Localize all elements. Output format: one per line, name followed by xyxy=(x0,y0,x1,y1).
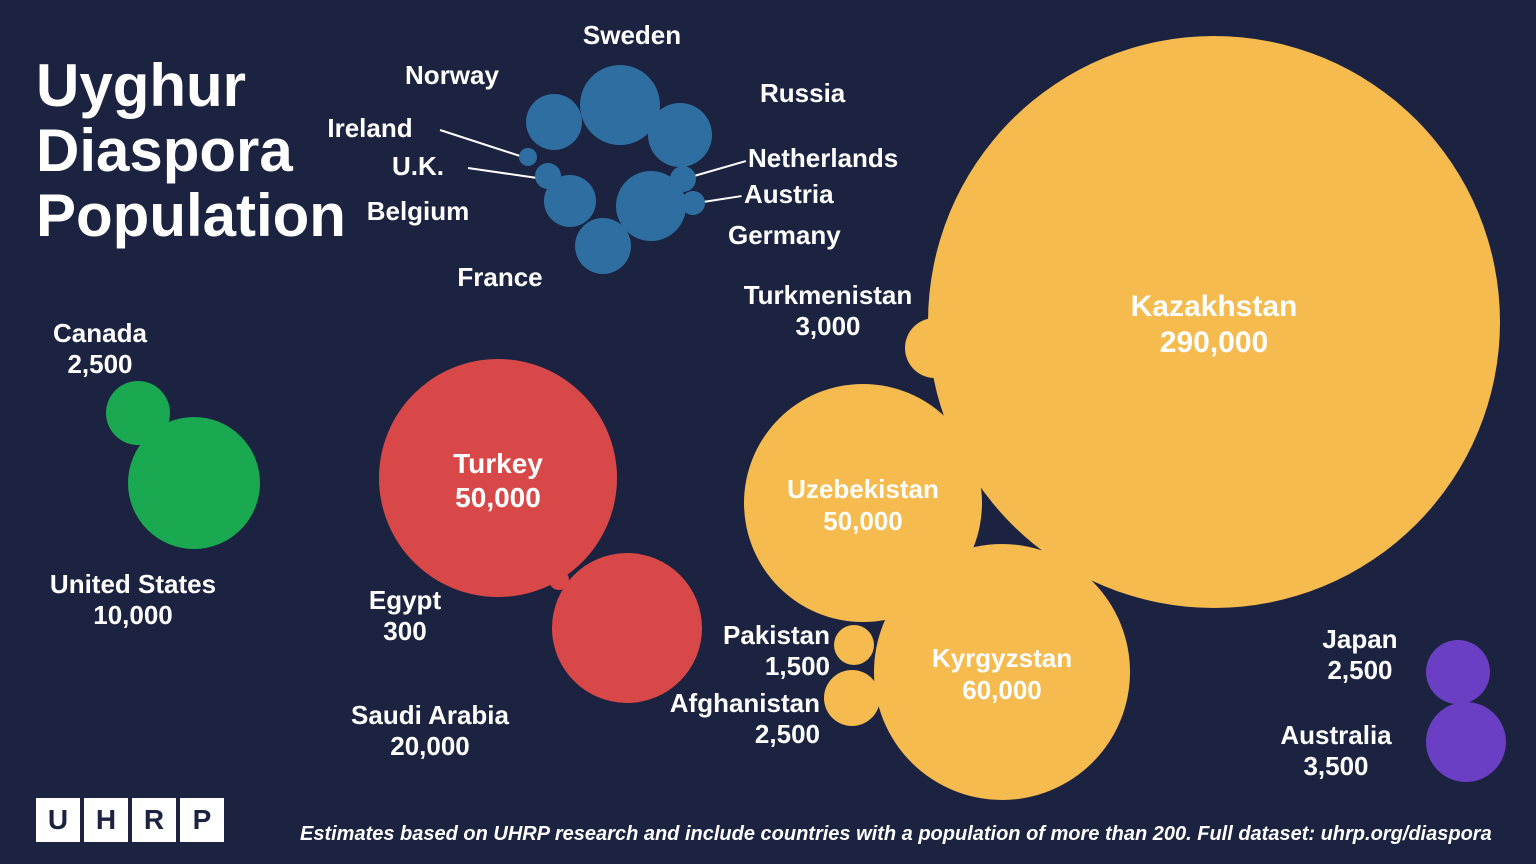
bubble-label-kyrgyzstan: Kyrgyzstan60,000 xyxy=(874,643,1130,705)
footer-note: Estimates based on UHRP research and inc… xyxy=(300,823,1492,846)
bubble-label-germany: Germany xyxy=(728,220,841,251)
bubble-label-belgium: Belgium xyxy=(298,196,538,227)
bubble-russia xyxy=(648,103,712,167)
bubble-label-russia: Russia xyxy=(760,78,845,109)
logo-letter: H xyxy=(84,798,128,842)
bubble-label-netherlands: Netherlands xyxy=(748,143,898,174)
bubble-label-sweden: Sweden xyxy=(512,20,752,51)
bubble-belgium xyxy=(544,175,596,227)
chart-canvas: UyghurDiasporaPopulation Kazakhstan290,0… xyxy=(0,0,1536,864)
bubble-label-ireland: Ireland xyxy=(250,113,490,144)
bubble-label-kazakhstan: Kazakhstan290,000 xyxy=(928,289,1500,361)
bubble-label-turkmenistan: Turkmenistan3,000 xyxy=(708,280,948,342)
uhrp-logo: UHRP xyxy=(36,798,224,842)
logo-letter: U xyxy=(36,798,80,842)
bubble-label-turkey: Turkey50,000 xyxy=(379,447,617,514)
logo-letter: P xyxy=(180,798,224,842)
bubble-label-uzbekistan: Uzebekistan50,000 xyxy=(744,474,982,536)
bubble-label-uk: U.K. xyxy=(298,151,538,182)
bubble-label-japan: Japan2,500 xyxy=(1240,624,1480,686)
bubble-afghanistan xyxy=(824,670,880,726)
logo-letter: R xyxy=(132,798,176,842)
bubble-egypt xyxy=(549,570,569,590)
bubble-label-canada: Canada2,500 xyxy=(0,318,220,380)
bubble-canada xyxy=(106,381,170,445)
bubble-label-norway: Norway xyxy=(332,60,572,91)
leader-line xyxy=(694,160,747,177)
bubble-saudi xyxy=(552,553,702,703)
bubble-label-egypt: Egypt300 xyxy=(285,585,525,647)
bubble-pakistan xyxy=(834,625,874,665)
bubble-label-france: France xyxy=(380,262,620,293)
bubble-label-afghanistan: Afghanistan2,500 xyxy=(670,688,820,750)
leader-line xyxy=(703,195,742,203)
bubble-label-australia: Australia3,500 xyxy=(1216,720,1456,782)
bubble-label-saudi: Saudi Arabia20,000 xyxy=(310,700,550,762)
bubble-label-austria: Austria xyxy=(744,179,834,210)
bubble-label-us: United States10,000 xyxy=(13,569,253,631)
bubble-norway xyxy=(526,94,582,150)
bubble-label-pakistan: Pakistan1,500 xyxy=(723,620,830,682)
